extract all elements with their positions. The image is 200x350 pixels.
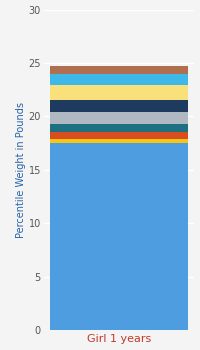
Bar	[50, 124, 188, 133]
Bar	[50, 100, 188, 112]
Bar	[50, 66, 188, 74]
Bar	[50, 143, 188, 330]
Y-axis label: Percentile Weight in Pounds: Percentile Weight in Pounds	[16, 102, 26, 238]
Bar	[50, 112, 188, 124]
Bar	[50, 74, 188, 85]
Bar	[50, 133, 188, 139]
Bar	[50, 139, 188, 143]
Bar	[50, 85, 188, 100]
